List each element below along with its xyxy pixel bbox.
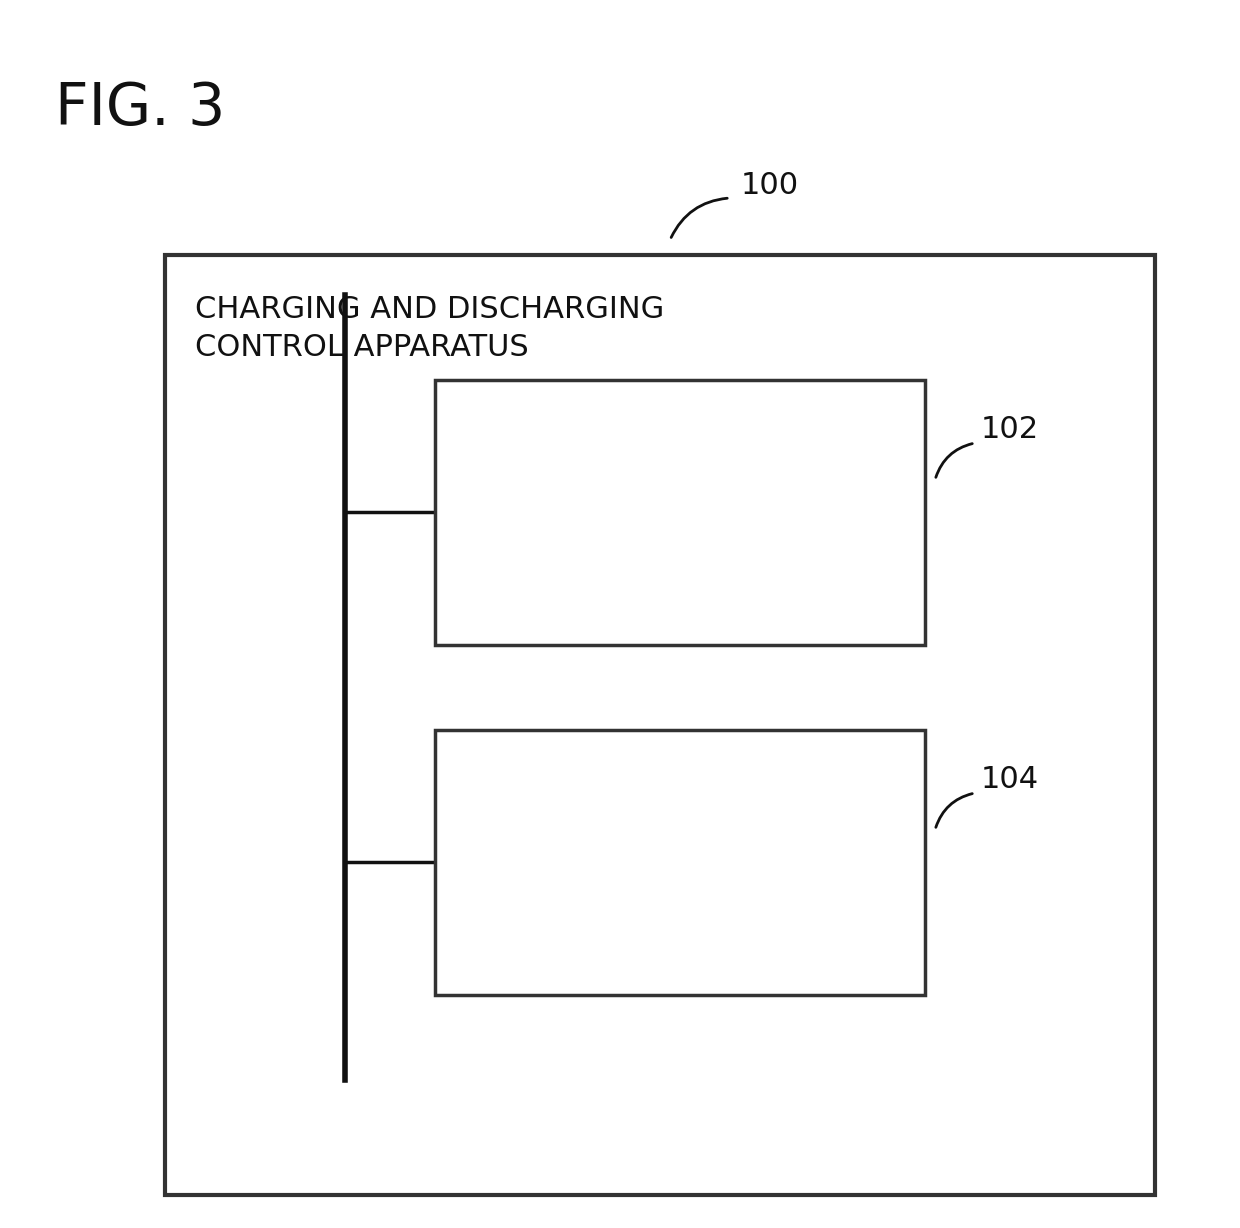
Bar xyxy=(435,729,925,995)
Text: CHARGING AND DISCHARGING
CONTROL APPARATUS: CHARGING AND DISCHARGING CONTROL APPARAT… xyxy=(195,295,665,362)
Text: CONTROL
UNIT: CONTROL UNIT xyxy=(599,824,761,900)
Text: ACQUISITION
UNIT: ACQUISITION UNIT xyxy=(570,474,789,550)
Text: 104: 104 xyxy=(981,765,1039,795)
Bar xyxy=(165,255,1154,1195)
Text: 102: 102 xyxy=(981,415,1039,445)
Bar xyxy=(435,379,925,645)
Text: 100: 100 xyxy=(742,171,799,199)
Text: FIG. 3: FIG. 3 xyxy=(55,80,226,138)
